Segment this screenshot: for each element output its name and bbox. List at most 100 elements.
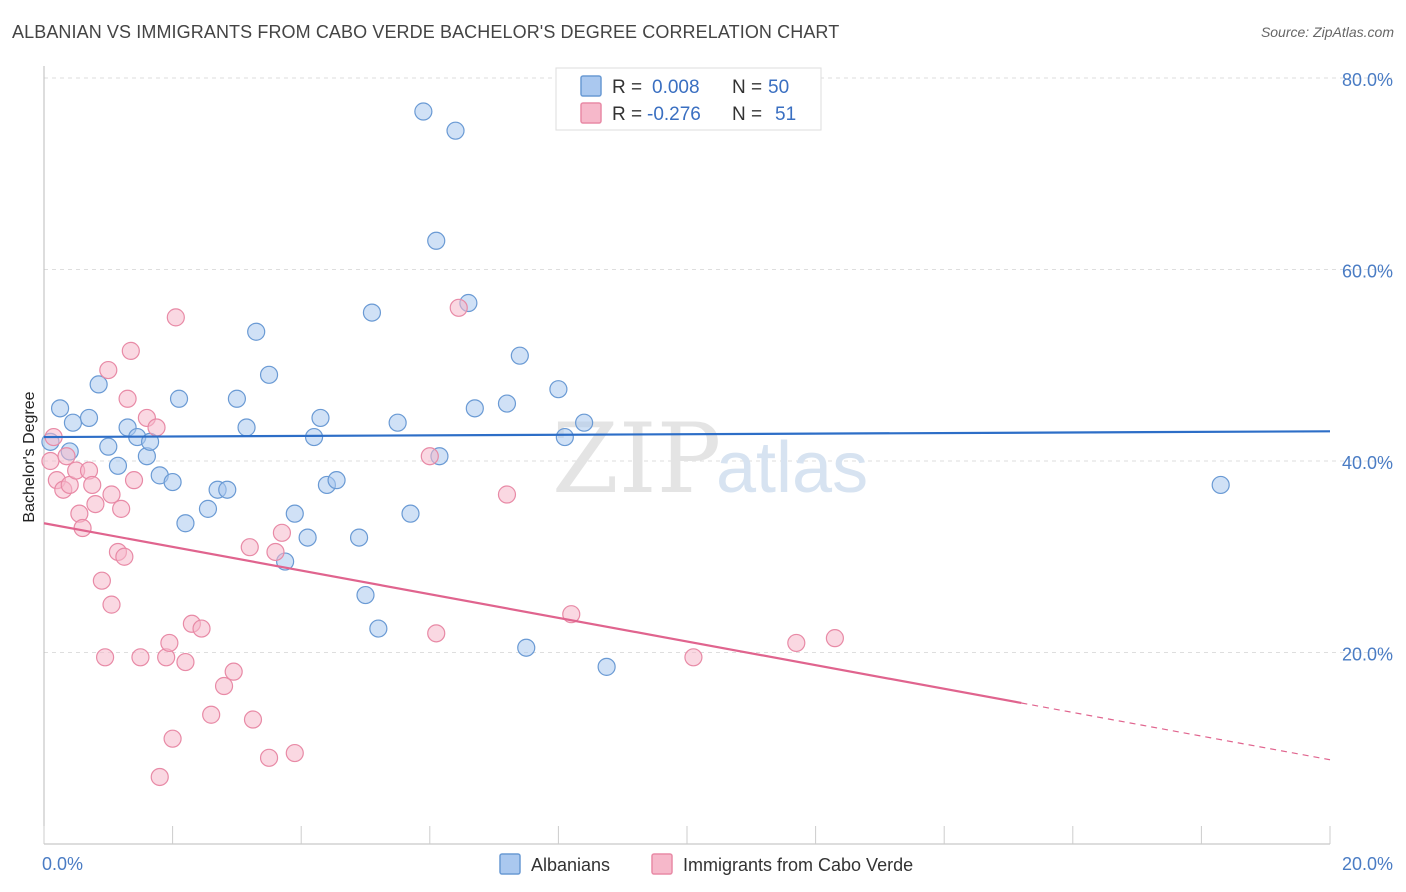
point-cabo-verde: [124, 471, 144, 490]
data-points: [41, 102, 1230, 787]
y-tick-label: 40.0%: [1342, 453, 1393, 473]
point-albanians: [362, 303, 382, 322]
point-albanians: [218, 480, 237, 499]
r-label-albanians: R =: [612, 77, 642, 98]
r-value-albanians: 0.008: [652, 77, 700, 98]
point-albanians: [555, 427, 574, 447]
point-albanians: [298, 528, 317, 547]
n-value-cabo-verde: 51: [775, 104, 796, 125]
y-axis-label: Bachelor's Degree: [21, 391, 38, 522]
point-albanians: [198, 499, 218, 518]
point-albanians: [1211, 475, 1230, 495]
r-label-cabo-verde: R =: [612, 104, 642, 125]
point-cabo-verde: [41, 451, 60, 471]
point-albanians: [349, 528, 369, 547]
stats-legend: R = 0.008 N = 50 R = -0.276 N = 51: [555, 67, 822, 131]
trend-line-albanians: [43, 430, 1331, 439]
point-albanians: [259, 365, 279, 384]
point-albanians: [510, 346, 529, 365]
n-label-albanians: N =: [732, 77, 762, 98]
point-albanians: [327, 471, 346, 490]
point-cabo-verde: [787, 633, 806, 653]
y-tick-label: 20.0%: [1342, 645, 1393, 665]
point-albanians: [549, 380, 568, 399]
point-cabo-verde: [92, 571, 111, 590]
point-cabo-verde: [102, 485, 121, 504]
point-cabo-verde: [684, 648, 703, 667]
point-cabo-verde: [202, 705, 221, 724]
y-tick-label: 80.0%: [1342, 70, 1393, 90]
point-cabo-verde: [192, 619, 211, 638]
point-albanians: [169, 389, 189, 408]
point-cabo-verde: [150, 767, 169, 787]
point-cabo-verde: [160, 633, 179, 653]
y-tick-labels: 20.0% 40.0% 60.0% 80.0%: [1342, 70, 1393, 665]
n-label-cabo-verde: N =: [732, 104, 762, 125]
point-albanians: [446, 121, 465, 140]
point-cabo-verde: [266, 542, 285, 562]
point-cabo-verde: [243, 710, 263, 729]
point-albanians: [89, 375, 108, 394]
point-cabo-verde: [112, 499, 131, 518]
watermark: ZIP atlas: [552, 403, 868, 515]
r-value-cabo-verde: -0.276: [647, 104, 701, 125]
point-cabo-verde: [121, 341, 140, 360]
point-albanians: [465, 399, 484, 418]
point-cabo-verde: [214, 676, 234, 696]
legend-swatch-cabo-verde: [580, 102, 602, 124]
point-albanians: [63, 413, 83, 432]
point-cabo-verde: [259, 748, 279, 767]
point-cabo-verde: [73, 518, 92, 538]
trend-line-cabo-verde-extension: [1021, 702, 1331, 761]
point-cabo-verde: [427, 624, 446, 643]
point-albanians: [285, 504, 304, 523]
point-albanians: [356, 585, 375, 605]
point-albanians: [311, 408, 330, 428]
point-albanians: [575, 413, 594, 432]
point-albanians: [427, 231, 446, 250]
point-albanians: [414, 102, 433, 121]
point-cabo-verde: [118, 389, 137, 408]
point-albanians: [99, 437, 118, 456]
point-cabo-verde: [131, 648, 150, 667]
point-albanians: [176, 514, 195, 533]
point-albanians: [517, 638, 536, 657]
point-albanians: [597, 657, 616, 676]
point-albanians: [401, 504, 420, 523]
point-cabo-verde: [176, 652, 195, 672]
point-cabo-verde: [163, 729, 182, 748]
x-tick-labels: 0.0% 20.0%: [42, 854, 1393, 874]
gridlines: [44, 77, 1394, 653]
point-cabo-verde: [497, 485, 517, 504]
x-tick-label: 20.0%: [1342, 854, 1393, 874]
point-albanians: [227, 389, 246, 408]
point-albanians: [497, 394, 517, 413]
point-cabo-verde: [825, 629, 844, 648]
point-albanians: [388, 413, 407, 432]
point-albanians: [304, 427, 324, 447]
series-legend-cabo-verde: Immigrants from Cabo Verde: [683, 855, 913, 875]
series-legend: Albanians Immigrants from Cabo Verde: [499, 853, 913, 875]
point-cabo-verde: [99, 360, 118, 380]
n-value-albanians: 50: [768, 77, 789, 98]
point-albanians: [237, 418, 256, 437]
point-albanians: [50, 399, 70, 418]
series-legend-swatch-cabo-verde: [651, 853, 673, 875]
x-tick-label: 0.0%: [42, 854, 83, 874]
point-cabo-verde: [240, 538, 259, 557]
point-albanians: [369, 619, 388, 638]
point-cabo-verde: [95, 648, 115, 667]
series-legend-albanians: Albanians: [531, 855, 610, 875]
source-credit: Source: ZipAtlas.com: [1260, 24, 1394, 40]
point-cabo-verde: [83, 475, 102, 495]
series-legend-swatch-albanians: [499, 853, 521, 875]
legend-swatch-albanians: [580, 75, 602, 97]
point-albanians: [108, 456, 128, 475]
point-cabo-verde: [102, 595, 121, 614]
point-albanians: [79, 408, 99, 428]
trend-line-cabo-verde: [43, 522, 1022, 705]
point-cabo-verde: [147, 418, 166, 437]
point-cabo-verde: [285, 743, 304, 763]
point-albanians: [163, 472, 182, 492]
